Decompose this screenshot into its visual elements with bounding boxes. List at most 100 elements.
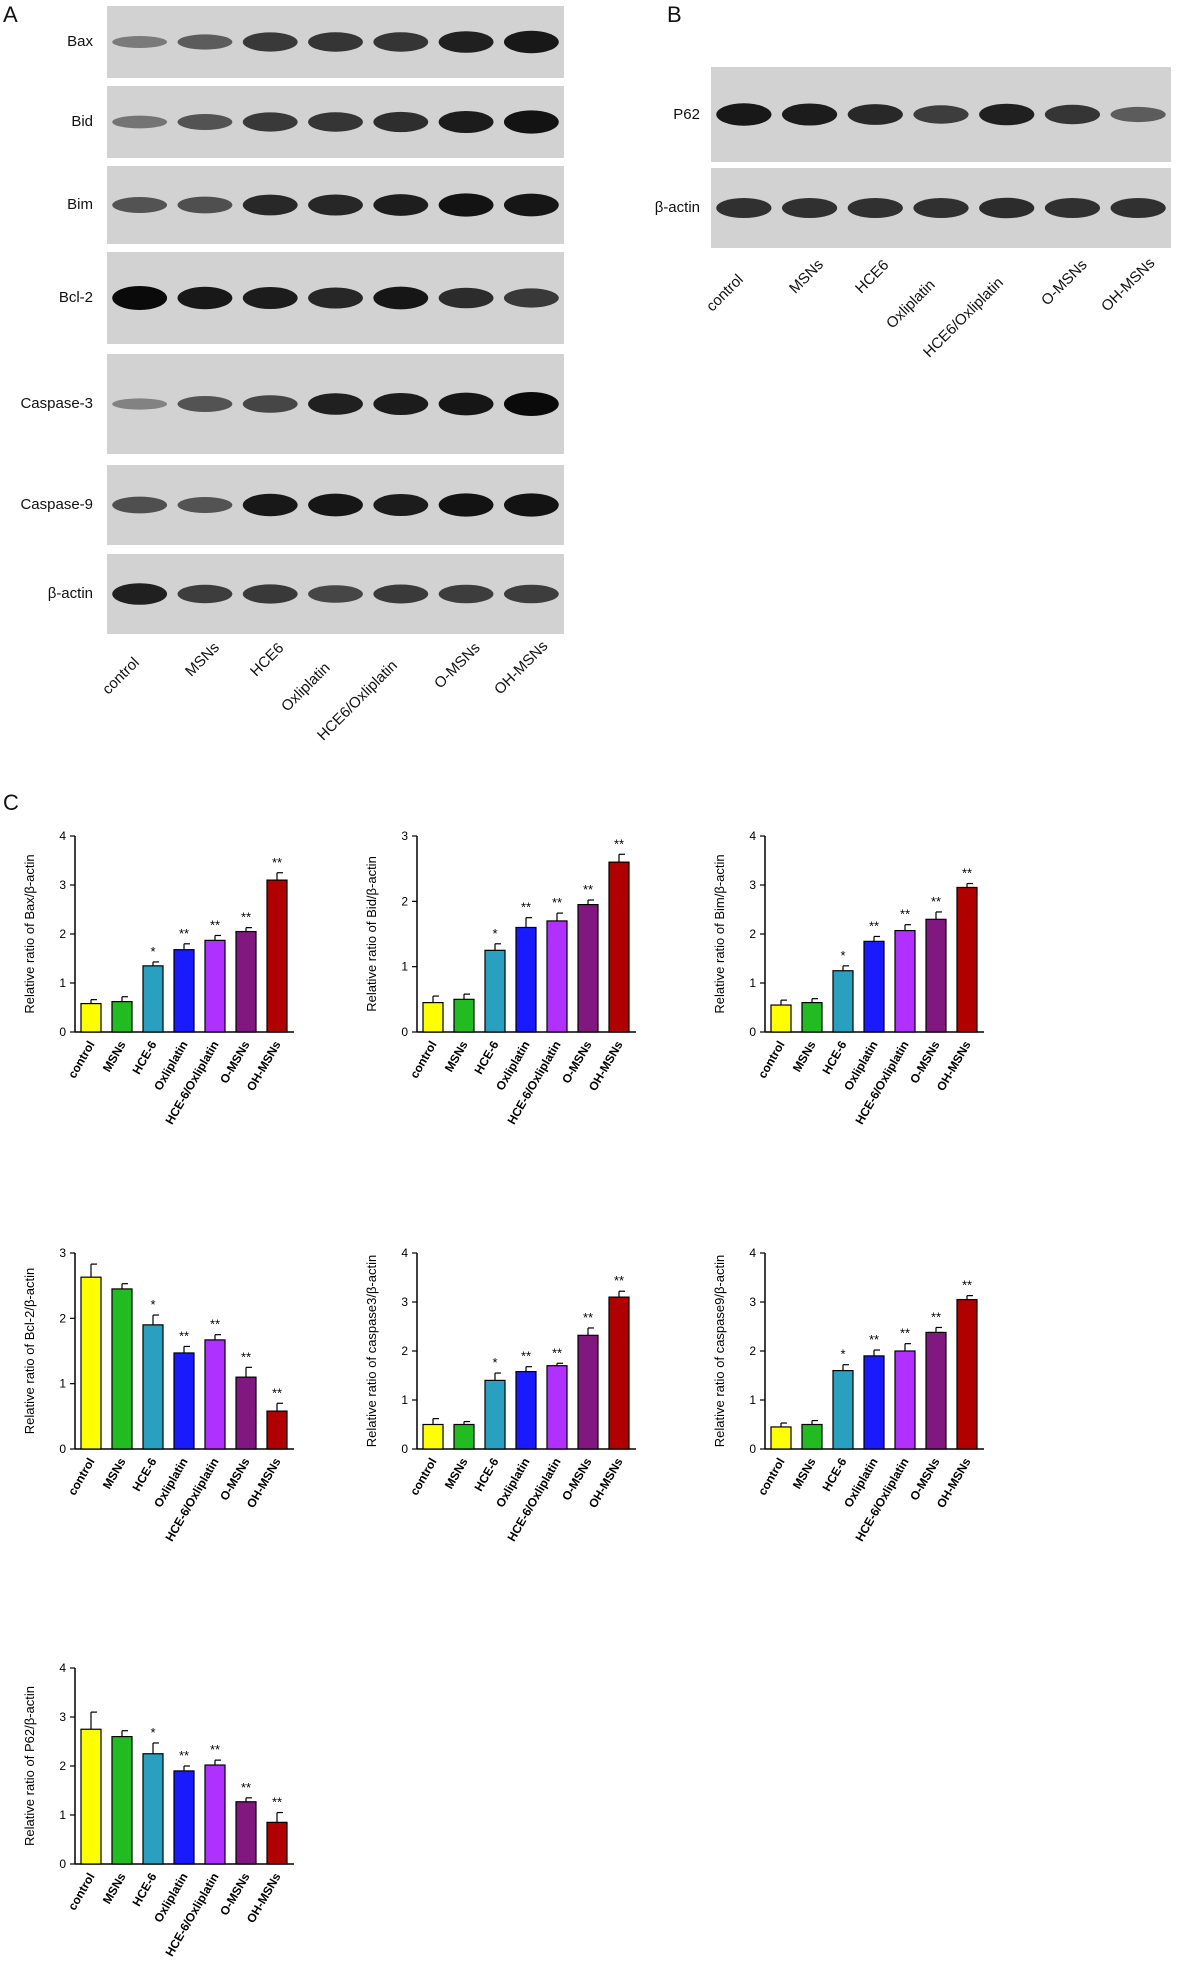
significance-mark: ** — [552, 1345, 562, 1360]
y-tick-label: 1 — [749, 1393, 756, 1407]
significance-mark: ** — [614, 1273, 624, 1288]
y-tick-label: 4 — [749, 1246, 756, 1260]
significance-mark: ** — [900, 907, 910, 922]
blot-label-actin: β-actin — [47, 585, 93, 602]
bar-chart-bim: 0 1 2 3 4 Relative ratio of Bim/β-actin contro… — [712, 829, 984, 1127]
lane-label-msns: MSNs — [181, 639, 223, 681]
significance-mark: ** — [521, 900, 531, 915]
category-label-control: control — [65, 1039, 97, 1081]
y-tick-label: 3 — [749, 1295, 756, 1309]
y-tick-label: 1 — [59, 976, 66, 990]
band-p62-oxliplatin — [913, 105, 969, 124]
bar-oh-msns — [266, 1410, 288, 1450]
band-bcl-2-oxliplatin — [308, 287, 363, 309]
blot-label-p62: P62 — [673, 105, 700, 123]
significance-mark: ** — [869, 1332, 879, 1347]
bar-o-msns — [577, 1334, 599, 1450]
bar-hce-6 — [484, 1379, 506, 1450]
band-p62-oh-msns — [1110, 106, 1166, 123]
band-caspase-3-msns — [177, 396, 233, 412]
significance-mark: ** — [272, 855, 282, 870]
bar-msns — [453, 998, 475, 1033]
band-bim-msns — [177, 196, 233, 214]
bar-hce-6-oxliplatin — [546, 920, 568, 1033]
y-tick-label: 2 — [59, 1311, 66, 1325]
significance-mark: ** — [241, 1349, 251, 1364]
y-tick-label: 0 — [401, 1442, 408, 1456]
significance-mark: * — [492, 1355, 497, 1370]
category-label-control: control — [755, 1039, 787, 1081]
bar-oxliplatin — [515, 1370, 537, 1450]
bar-msns — [453, 1423, 475, 1450]
blot-label-caspase-9: Caspase-9 — [20, 496, 93, 513]
category-label-msns: MSNs — [100, 1455, 129, 1491]
blot-strip-actin — [107, 554, 564, 634]
lane-label-o-msns: O-MSNs — [431, 639, 484, 692]
bar-chart-bcl2: 0 1 2 3 Relative ratio of Bcl-2/β-actin contr… — [22, 1246, 294, 1544]
bar-hce-6-oxliplatin — [204, 939, 226, 1033]
band-bid-hce6-oxliplatin — [373, 111, 429, 133]
y-tick-label: 0 — [401, 1025, 408, 1039]
band-actin-msns — [177, 584, 233, 604]
category-label-msns: MSNs — [790, 1038, 819, 1074]
y-axis-label: Relative ratio of Bax/β-actin — [22, 854, 37, 1013]
band-bax-control — [112, 36, 168, 48]
category-label-msns: MSNs — [442, 1455, 471, 1491]
significance-mark: ** — [210, 1742, 220, 1757]
significance-mark: ** — [962, 866, 972, 881]
band-actin-o-msns — [1044, 198, 1101, 218]
band-bax-oh-msns — [503, 30, 559, 54]
bar-msns — [801, 1002, 823, 1033]
panel-letter-a: A — [3, 2, 18, 27]
band-caspase-3-hce6-oxliplatin — [373, 392, 429, 416]
band-bid-o-msns — [438, 110, 494, 134]
bar-oxliplatin — [863, 1355, 885, 1450]
bar-chart-bax: 0 1 2 3 4 Relative ratio of Bax/β-actin contro… — [22, 829, 294, 1127]
category-label-msns: MSNs — [100, 1038, 129, 1074]
y-axis-label: Relative ratio of Bcl-2/β-actin — [22, 1268, 37, 1434]
bar-hce-6-oxliplatin — [204, 1764, 226, 1865]
significance-mark: ** — [583, 882, 593, 897]
bar-oxliplatin — [173, 1770, 195, 1865]
band-bid-control — [112, 115, 168, 129]
y-tick-label: 2 — [59, 1759, 66, 1773]
lane-label-hce6: HCE6 — [852, 256, 893, 298]
bar-oh-msns — [608, 861, 630, 1033]
band-bcl-2-msns — [177, 286, 233, 310]
band-caspase-3-control — [112, 398, 168, 410]
blot-label-bid: Bid — [71, 113, 93, 130]
bar-o-msns — [577, 903, 599, 1033]
band-bid-oh-msns — [503, 110, 559, 134]
category-label-hce-6: HCE-6 — [471, 1038, 501, 1076]
band-actin-oxliplatin — [308, 585, 363, 603]
bar-msns — [111, 1001, 133, 1033]
bar-o-msns — [925, 918, 947, 1033]
band-caspase-9-oh-msns — [503, 493, 559, 517]
band-bax-msns — [177, 34, 233, 50]
bar-o-msns — [235, 930, 257, 1033]
lane-label-hce6: HCE6 — [247, 639, 288, 681]
y-tick-label: 2 — [749, 927, 756, 941]
blot-strip-caspase-9 — [107, 465, 564, 545]
significance-mark: ** — [552, 895, 562, 910]
y-tick-label: 3 — [59, 878, 66, 892]
y-tick-label: 2 — [59, 927, 66, 941]
bar-msns — [111, 1288, 133, 1450]
band-caspase-9-oxliplatin — [308, 493, 363, 517]
bar-o-msns — [925, 1331, 947, 1450]
category-label-msns: MSNs — [100, 1870, 129, 1906]
blot-strip-caspase-3 — [107, 354, 564, 454]
y-tick-label: 2 — [401, 894, 408, 908]
band-caspase-3-hce6 — [242, 395, 298, 413]
lane-label-oh-msns: OH-MSNs — [490, 637, 552, 698]
bar-o-msns — [235, 1801, 257, 1865]
bar-oh-msns — [266, 1821, 288, 1865]
band-bid-oxliplatin — [308, 112, 363, 132]
y-tick-label: 0 — [749, 1442, 756, 1456]
band-actin-o-msns — [438, 584, 494, 604]
y-tick-label: 4 — [59, 1661, 66, 1675]
bar-control — [80, 1728, 102, 1865]
band-bim-o-msns — [438, 193, 494, 217]
significance-mark: ** — [179, 1328, 189, 1343]
bar-hce-6-oxliplatin — [894, 929, 916, 1033]
